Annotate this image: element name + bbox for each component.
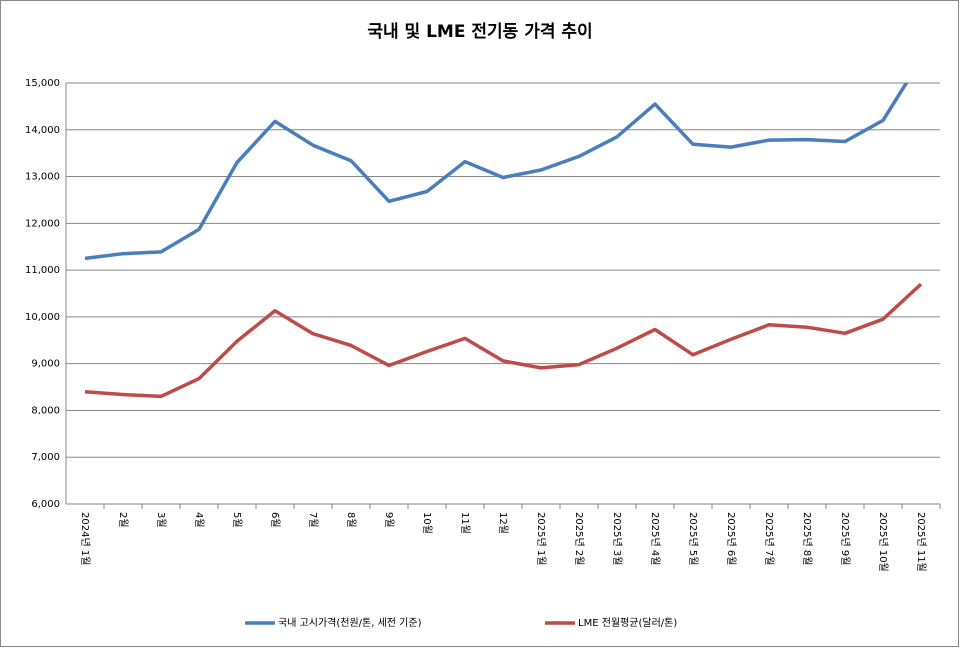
x-tick-label: 2025년 11월 xyxy=(915,512,927,572)
x-tick-label: 2025년 9월 xyxy=(839,512,851,565)
x-tick-label: 2025년 3월 xyxy=(611,512,623,565)
y-tick-label: 14,000 xyxy=(25,125,60,136)
x-tick-label: 2025년 10월 xyxy=(877,512,889,572)
x-tick-label: 2025년 4월 xyxy=(649,512,661,565)
y-tick-label: 15,000 xyxy=(25,78,60,89)
x-tick-label: 2025년 5월 xyxy=(687,512,699,565)
x-tick-label: 9월 xyxy=(383,512,395,528)
chart-title: 국내 및 LME 전기동 가격 추이 xyxy=(367,22,592,42)
y-tick-label: 11,000 xyxy=(25,265,60,276)
x-tick-label: 2025년 8월 xyxy=(801,512,813,565)
y-tick-label: 8,000 xyxy=(31,405,60,416)
x-tick-label: 4월 xyxy=(193,512,205,528)
x-tick-label: 5월 xyxy=(231,512,243,528)
x-tick-label: 11월 xyxy=(459,512,471,534)
x-tick-label: 2025년 2월 xyxy=(573,512,585,565)
x-tick-label: 8월 xyxy=(345,512,357,528)
series-line xyxy=(84,83,909,261)
x-tick-label: 12월 xyxy=(497,512,509,534)
x-tick-label: 2025년 6월 xyxy=(725,512,737,565)
x-tick-label: 7월 xyxy=(307,512,319,528)
x-tick-label: 2025년 7월 xyxy=(763,512,775,565)
y-tick-label: 13,000 xyxy=(25,172,60,183)
y-tick-label: 9,000 xyxy=(31,359,60,370)
legend-label: LME 전월평균(달러/톤) xyxy=(578,617,677,629)
legend-label: 국내 고시가격(천원/톤, 세전 기준) xyxy=(278,616,422,629)
x-tick-label: 6월 xyxy=(269,512,281,528)
y-tick-label: 7,000 xyxy=(31,452,60,463)
y-tick-label: 6,000 xyxy=(31,499,60,510)
y-tick-label: 12,000 xyxy=(25,218,60,229)
x-tick-label: 10월 xyxy=(421,512,433,534)
x-tick-label: 2월 xyxy=(117,512,129,528)
x-tick-label: 2024년 1월 xyxy=(79,512,91,565)
x-tick-label: 3월 xyxy=(155,512,167,528)
series-line xyxy=(84,282,923,399)
x-tick-label: 2025년 1월 xyxy=(535,512,547,565)
y-tick-label: 10,000 xyxy=(25,312,60,323)
